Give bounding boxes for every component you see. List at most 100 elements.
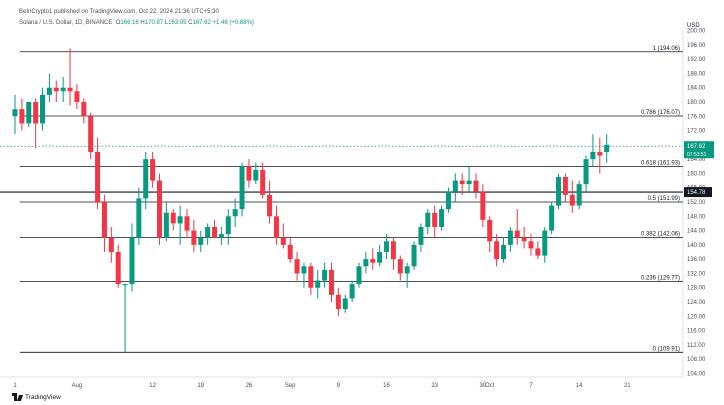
x-tick-label: Aug [72,383,83,389]
high-value: 170.87 [144,20,164,26]
candle-up-body [129,237,135,285]
candle-down-body [246,166,252,181]
support-price-label: 154.78 [687,190,706,196]
currency-label: USD [687,23,700,29]
candle-down-body [156,180,162,238]
candle-down-body [67,87,73,92]
x-tick-label: 30 [479,383,486,389]
candle-down-body [273,216,279,238]
y-tick-label: 160.00 [687,171,706,177]
candle-down-body [267,194,273,217]
candle-up-body [384,241,390,252]
candle-down-body [19,109,25,124]
candle-up-body [363,259,369,267]
candle-up-body [315,280,321,288]
candle-down-body [397,259,403,274]
close-value: 167.62 [192,20,211,26]
symbol-legend: Solana / U.S. Dollar, 1D, BINANCE O166.1… [19,20,254,26]
candle-up-body [349,284,355,299]
publisher-note: BeInCrypto1 published on TradingView.com… [19,9,219,15]
last-price-tag [684,141,714,159]
x-tick-label: Oct [485,383,495,389]
x-tick-label: 26 [246,383,253,389]
candle-up-body [411,244,417,267]
candle-up-body [583,159,589,185]
candle-down-body [108,237,114,252]
candle-down-body [260,169,266,195]
candle-up-body [342,298,348,310]
fib-level-label: 0.786 (176.07) [641,110,680,116]
y-tick-label: 108.00 [687,357,706,363]
y-tick-label: 140.00 [687,243,706,249]
candle-up-body [177,216,183,224]
candle-down-body [88,116,94,152]
symbol-name: Solana / U.S. Dollar, 1D, BINANCE [19,20,113,26]
brand-name: TradingView [25,393,61,401]
candle-up-body [136,198,142,238]
candle-down-body [528,241,534,249]
candle-down-body [184,216,190,231]
candle-down-body [514,230,520,238]
candle-up-body [604,144,610,152]
candle-down-body [308,266,314,288]
candle-up-body [466,180,472,185]
x-tick-label: 21 [624,383,631,389]
candle-down-body [212,227,218,238]
y-tick-label: 132.00 [687,271,706,277]
candle-down-body [459,180,465,185]
candle-up-body [452,180,458,192]
low-label: L [164,20,169,26]
y-tick-label: 192.00 [687,57,706,63]
high-label: H [140,20,145,26]
y-tick-label: 152.00 [687,200,706,206]
candle-up-body [163,212,169,238]
candle-down-body [480,191,486,220]
candle-up-body [143,159,149,199]
candle-down-body [150,159,156,181]
candle-up-body [556,177,562,206]
candle-up-body [322,269,328,281]
y-tick-label: 148.00 [687,214,706,220]
y-tick-label: 180.00 [687,100,706,106]
y-tick-label: 176.00 [687,114,706,120]
candle-down-body [597,152,603,156]
candle-up-body [356,266,362,285]
y-tick-label: 196.00 [687,43,706,49]
x-tick-label: Sep [285,383,296,389]
candle-up-body [122,284,128,286]
candle-up-body [549,205,555,231]
y-tick-label: 136.00 [687,257,706,263]
candle-up-body [253,169,259,181]
candle-up-body [60,87,66,92]
x-tick-label: 1 [13,383,17,389]
candle-down-body [33,102,39,124]
x-tick-label: 16 [383,383,390,389]
y-tick-label: 200.00 [687,29,706,35]
candle-down-body [335,294,341,310]
fib-level-label: 0.382 (142.06) [641,232,680,238]
close-label: C [188,20,193,26]
candle-up-body [40,94,46,124]
candle-down-body [81,102,87,117]
fib-level-label: 1 (194.06) [653,46,680,52]
open-label: O [115,20,121,26]
y-tick-label: 144.00 [687,229,706,235]
y-tick-label: 120.00 [687,314,706,320]
candle-down-body [95,152,101,202]
y-tick-label: 104.00 [687,371,706,377]
last-price-label: 167.62 [687,144,706,150]
candle-up-body [225,216,231,235]
x-tick-label: 14 [576,383,583,389]
candle-up-body [439,209,445,227]
support-price-tag [684,187,712,198]
candle-up-body [590,152,596,160]
candle-up-body [377,252,383,263]
candle-up-body [404,266,410,274]
candle-up-body [205,227,211,238]
candle-down-body [115,252,121,285]
x-tick-label: 23 [431,383,438,389]
candle-up-body [301,266,307,274]
y-tick-label: 188.00 [687,71,706,77]
candle-down-body [473,180,479,192]
